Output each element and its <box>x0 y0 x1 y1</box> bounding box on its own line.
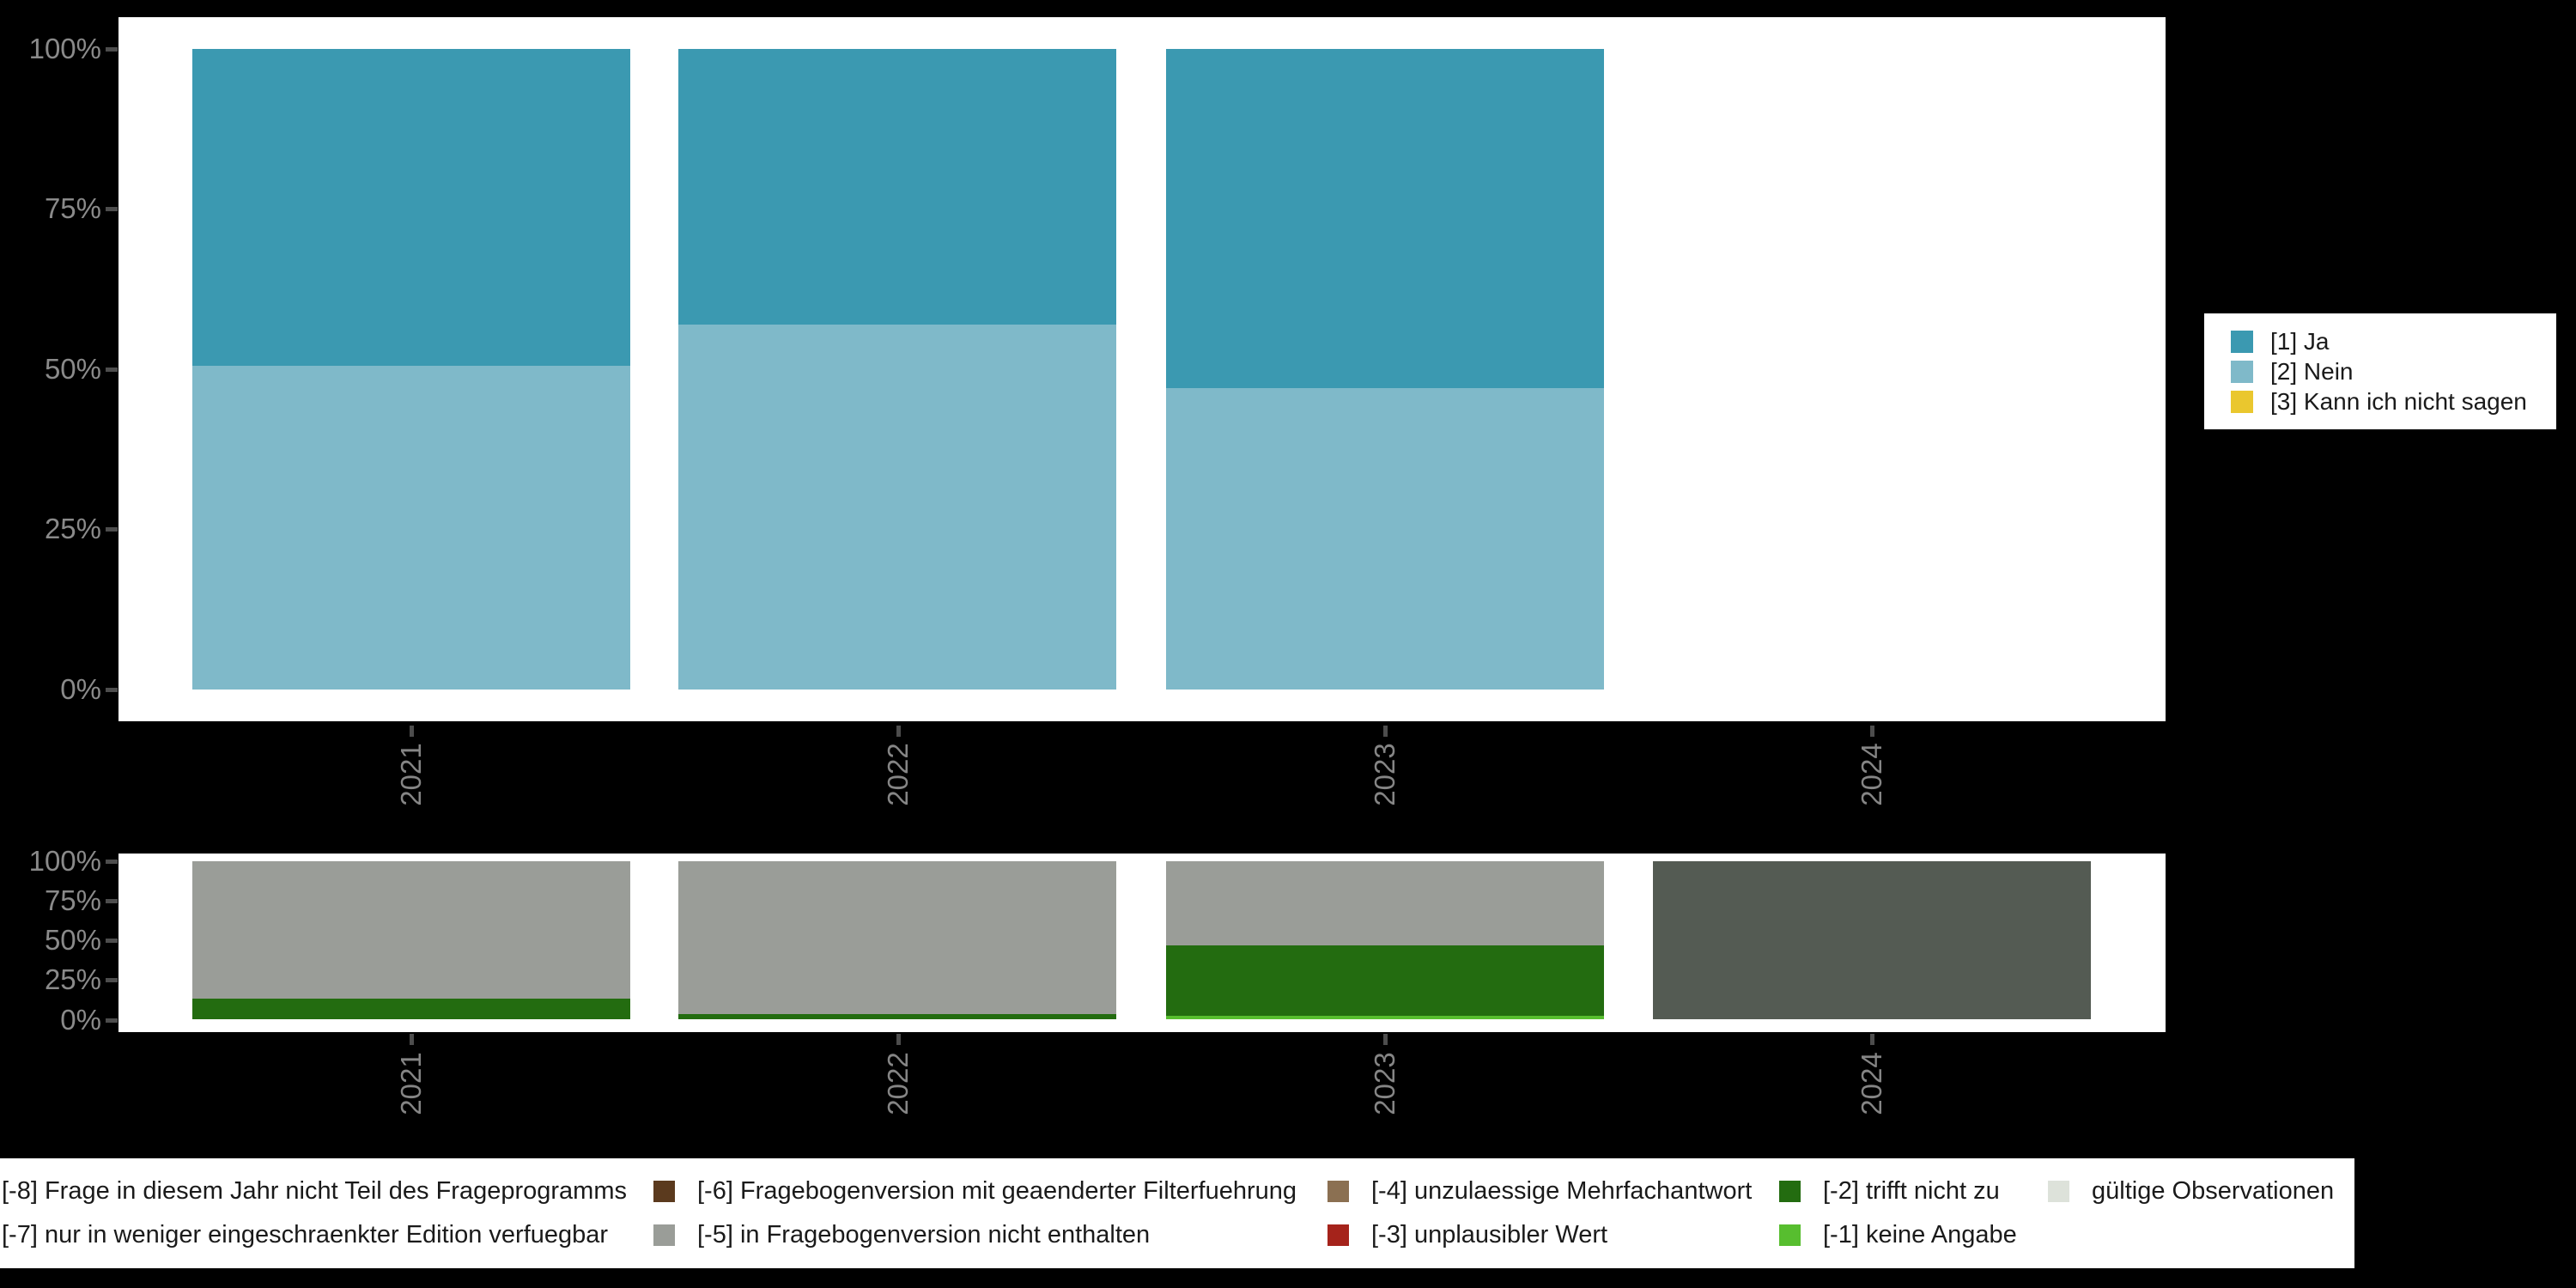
x-axis-year-label: 2021 <box>395 1052 427 1115</box>
x-axis-year-label: 2024 <box>1856 743 1887 806</box>
bar-segment <box>192 999 630 1019</box>
legend-color-swatch <box>1327 1224 1349 1246</box>
legend-entry: [1] Ja <box>2231 327 2556 355</box>
legend-label: [1] Ja <box>2270 327 2330 355</box>
missing-legend-entry: [-8] Frage in diesem Jahr nicht Teil des… <box>2 1177 627 1205</box>
bar-segment <box>192 49 630 367</box>
y-axis-tick-mark <box>106 860 118 864</box>
bar-segment <box>1166 388 1604 690</box>
response-legend: [1] Ja [2] Nein [3] Kann ich nicht sagen <box>2204 313 2556 429</box>
legend-entry: [2] Nein <box>2231 357 2556 385</box>
y-axis-tick-label: 50% <box>44 924 101 956</box>
legend-label: [3] Kann ich nicht sagen <box>2270 387 2527 415</box>
missing-legend-entry: [-2] trifft nicht zu <box>1779 1177 2000 1205</box>
missing-legend-entry: [-4] unzulaessige Mehrfachantwort <box>1327 1177 1752 1205</box>
legend-color-swatch <box>653 1224 675 1246</box>
bar-segment <box>192 366 630 690</box>
bar-segment <box>192 861 630 999</box>
missing-legend-label: [-5] in Fragebogenversion nicht enthalte… <box>697 1220 1151 1249</box>
legend-entry: [3] Kann ich nicht sagen <box>2231 387 2556 415</box>
y-axis-tick-mark <box>106 1018 118 1023</box>
bar-2023 <box>1166 861 1604 1019</box>
missing-legend-entry: [-5] in Fragebogenversion nicht enthalte… <box>653 1220 1151 1249</box>
bar-segment <box>678 324 1116 690</box>
bar-2021 <box>192 861 630 1019</box>
bar-segment <box>1166 945 1604 1017</box>
legend-color-swatch <box>653 1180 675 1202</box>
bar-2023 <box>1166 49 1604 690</box>
x-axis-year-label: 2023 <box>1369 743 1400 806</box>
missing-legend-label: [-4] unzulaessige Mehrfachantwort <box>1371 1176 1753 1205</box>
y-axis-tick-label: 75% <box>44 884 101 916</box>
y-axis-tick-label: 100% <box>28 845 101 877</box>
y-axis-tick-mark <box>106 368 118 372</box>
x-axis-year-label: 2022 <box>882 1052 914 1115</box>
bar-2021 <box>192 49 630 690</box>
bar-2022 <box>678 861 1116 1019</box>
missing-legend-label: gültige Observationen <box>2092 1176 2335 1205</box>
bar-segment <box>1166 1016 1604 1019</box>
x-axis-tick-mark <box>896 1034 901 1045</box>
missing-legend-entry: [-3] unplausibler Wert <box>1327 1220 1608 1249</box>
y-axis-tick-label: 25% <box>44 963 101 995</box>
y-axis-tick-label: 100% <box>28 33 101 64</box>
missing-legend-label: [-7] nur in weniger eingeschraenkter Edi… <box>2 1220 609 1249</box>
legend-label: [2] Nein <box>2270 357 2354 385</box>
x-axis-tick-mark <box>410 1034 414 1045</box>
x-axis-tick-mark <box>896 726 901 737</box>
bar-2024 <box>1653 861 2091 1019</box>
legend-color-swatch <box>1327 1180 1349 1202</box>
x-axis-tick-mark <box>1383 726 1388 737</box>
y-axis-tick-label: 50% <box>44 353 101 385</box>
x-axis-tick-mark <box>1383 1034 1388 1045</box>
bar-segment <box>678 1014 1116 1019</box>
y-axis-tick-mark <box>106 207 118 211</box>
y-axis-tick-label: 25% <box>44 513 101 544</box>
bar-segment <box>1166 49 1604 389</box>
bar-segment <box>678 49 1116 325</box>
y-axis-tick-label: 0% <box>60 1004 101 1036</box>
missing-codes-legend: [-8] Frage in diesem Jahr nicht Teil des… <box>0 1158 2354 1268</box>
y-axis-tick-mark <box>106 47 118 52</box>
bar-2022 <box>678 49 1116 690</box>
legend-color-swatch <box>1779 1180 1801 1202</box>
legend-color-swatch <box>2231 360 2253 383</box>
y-axis-tick-mark <box>106 939 118 943</box>
y-axis-tick-mark <box>106 899 118 903</box>
x-axis-tick-mark <box>1870 726 1874 737</box>
x-axis-tick-mark <box>1870 1034 1874 1045</box>
x-axis-year-label: 2022 <box>882 743 914 806</box>
missing-legend-entry: gültige Observationen <box>2048 1177 2334 1205</box>
bar-segment <box>678 861 1116 1015</box>
y-axis-tick-label: 0% <box>60 673 101 705</box>
missing-legend-label: [-2] trifft nicht zu <box>1823 1176 2000 1205</box>
missing-legend-label: [-6] Fragebogenversion mit geaenderter F… <box>697 1176 1297 1205</box>
y-axis-tick-label: 75% <box>44 192 101 224</box>
legend-color-swatch <box>2231 330 2253 353</box>
missing-legend-entry: [-6] Fragebogenversion mit geaenderter F… <box>653 1177 1297 1205</box>
x-axis-year-label: 2023 <box>1369 1052 1400 1115</box>
missing-legend-label: [-1] keine Angabe <box>1823 1220 2017 1249</box>
x-axis-year-label: 2021 <box>395 743 427 806</box>
x-axis-year-label: 2024 <box>1856 1052 1887 1115</box>
missing-legend-label: [-3] unplausibler Wert <box>1371 1220 1608 1249</box>
legend-color-swatch <box>2231 390 2253 413</box>
y-axis-tick-mark <box>106 688 118 692</box>
y-axis-tick-mark <box>106 978 118 982</box>
missing-legend-label: [-8] Frage in diesem Jahr nicht Teil des… <box>2 1176 627 1205</box>
missing-legend-entry: [-7] nur in weniger eingeschraenkter Edi… <box>2 1220 609 1249</box>
bar-segment <box>1653 861 2091 1019</box>
missing-legend-entry: [-1] keine Angabe <box>1779 1220 2017 1249</box>
legend-color-swatch <box>1779 1224 1801 1246</box>
bar-segment <box>1166 861 1604 945</box>
legend-color-swatch <box>2048 1180 2069 1202</box>
x-axis-tick-mark <box>410 726 414 737</box>
y-axis-tick-mark <box>106 527 118 532</box>
